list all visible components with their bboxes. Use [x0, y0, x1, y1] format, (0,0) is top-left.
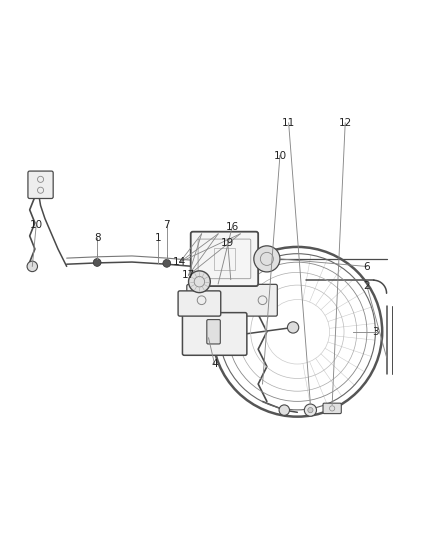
Circle shape: [163, 260, 171, 267]
FancyBboxPatch shape: [207, 320, 220, 344]
FancyBboxPatch shape: [183, 313, 247, 356]
FancyBboxPatch shape: [191, 232, 258, 286]
Text: 14: 14: [173, 257, 187, 267]
Circle shape: [304, 404, 317, 416]
FancyBboxPatch shape: [178, 291, 221, 316]
Text: 12: 12: [339, 118, 352, 128]
Circle shape: [279, 405, 290, 415]
Text: 17: 17: [182, 270, 195, 280]
FancyBboxPatch shape: [28, 171, 53, 198]
Circle shape: [287, 322, 299, 333]
Text: 2: 2: [364, 281, 370, 291]
FancyBboxPatch shape: [323, 403, 341, 414]
Text: 4: 4: [212, 359, 218, 369]
Text: 1: 1: [155, 233, 161, 243]
Text: 3: 3: [372, 327, 379, 337]
Bar: [214, 248, 235, 270]
Circle shape: [27, 261, 38, 272]
Text: 16: 16: [226, 222, 239, 232]
Text: 11: 11: [282, 118, 295, 128]
Circle shape: [93, 259, 101, 266]
Text: 10: 10: [273, 150, 286, 160]
Text: 6: 6: [364, 262, 370, 271]
Text: 8: 8: [94, 233, 100, 243]
Text: 19: 19: [221, 238, 234, 247]
Circle shape: [308, 408, 313, 413]
FancyBboxPatch shape: [187, 284, 277, 316]
Circle shape: [188, 271, 210, 293]
Circle shape: [254, 246, 280, 272]
Text: 10: 10: [30, 220, 43, 230]
Text: 7: 7: [163, 220, 170, 230]
